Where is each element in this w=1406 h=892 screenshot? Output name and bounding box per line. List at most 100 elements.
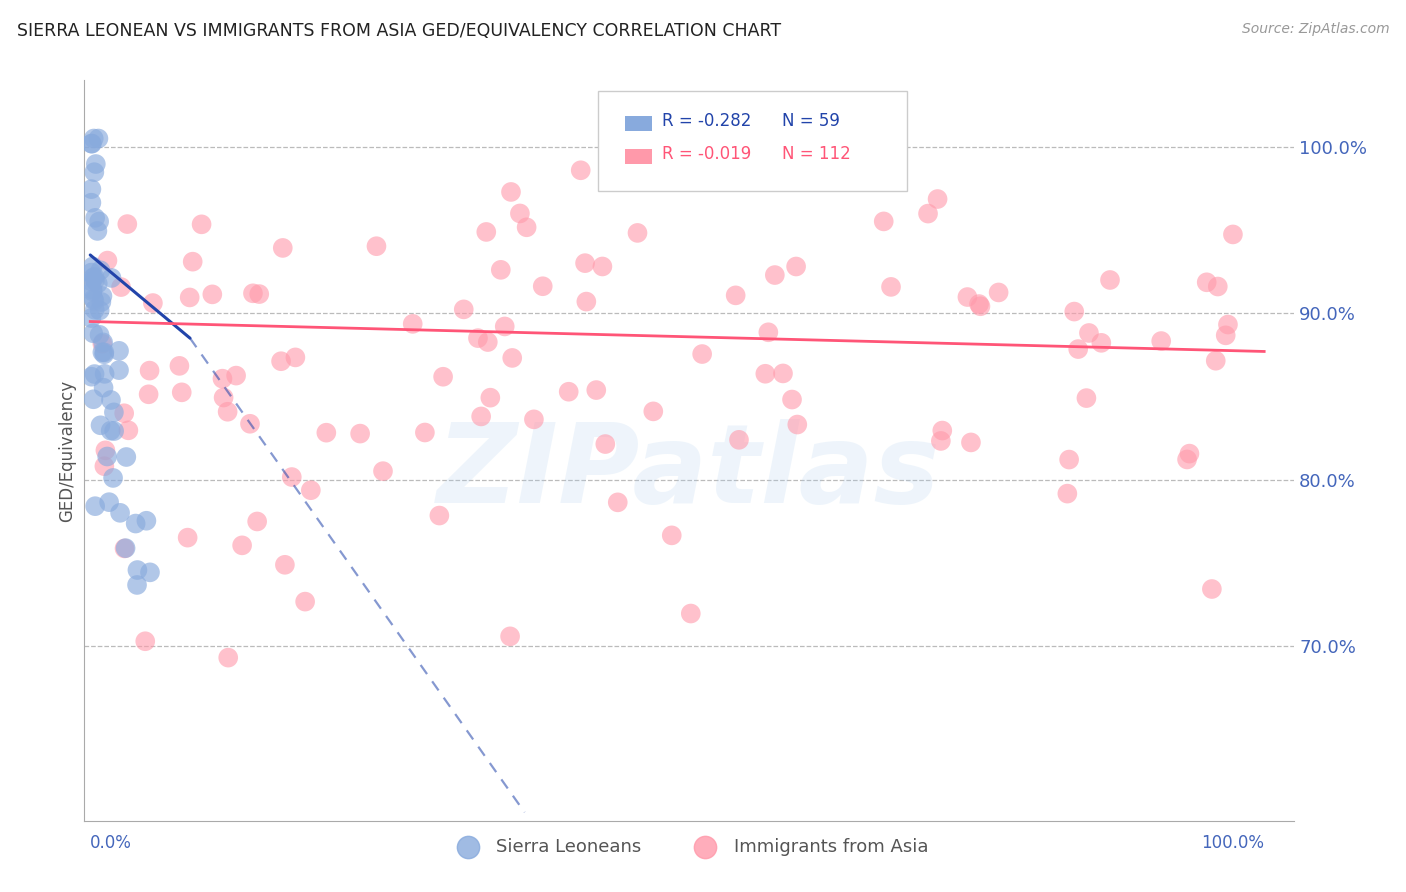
Point: [501, 351, 523, 365]
Point: [591, 260, 613, 274]
Point: [1067, 342, 1090, 356]
Point: [1090, 335, 1112, 350]
Point: [516, 220, 538, 235]
Point: [917, 206, 939, 220]
Point: [80, 195, 103, 210]
Point: [1098, 273, 1121, 287]
Point: [83, 131, 105, 145]
Point: [108, 343, 131, 358]
Point: [139, 566, 162, 580]
Point: [987, 285, 1010, 300]
Point: [1205, 353, 1227, 368]
Point: [80, 275, 103, 289]
Point: [91, 289, 114, 303]
Point: [470, 409, 492, 424]
Point: [763, 268, 786, 282]
Point: [169, 359, 191, 373]
Point: [927, 192, 949, 206]
Point: [606, 495, 628, 509]
Point: [94, 443, 117, 458]
Point: [284, 351, 307, 365]
Point: [114, 541, 136, 556]
Point: [93, 347, 115, 361]
Point: [1076, 391, 1098, 405]
Point: [89, 418, 111, 433]
Point: [80, 136, 103, 151]
Point: [225, 368, 247, 383]
Point: [967, 297, 990, 311]
Point: [91, 345, 114, 359]
Point: [125, 578, 148, 592]
Point: [754, 367, 776, 381]
Point: [89, 327, 111, 342]
Point: [969, 299, 991, 313]
Point: [271, 241, 294, 255]
FancyBboxPatch shape: [599, 91, 907, 191]
Point: [82, 392, 104, 407]
Point: [509, 206, 531, 220]
Point: [82, 326, 104, 341]
Point: [82, 283, 104, 297]
Point: [1175, 452, 1198, 467]
Point: [1078, 326, 1101, 340]
Point: [217, 650, 239, 665]
Point: [477, 334, 499, 349]
Point: [83, 302, 105, 317]
Point: [413, 425, 436, 440]
Point: [80, 266, 103, 280]
Point: [299, 483, 322, 498]
Point: [86, 224, 108, 238]
Point: [960, 435, 983, 450]
Point: [453, 302, 475, 317]
Point: [82, 285, 104, 299]
Point: [427, 508, 450, 523]
Point: [931, 424, 953, 438]
Point: [479, 391, 502, 405]
Point: [83, 270, 105, 285]
Legend: Sierra Leoneans, Immigrants from Asia: Sierra Leoneans, Immigrants from Asia: [443, 831, 935, 863]
Point: [274, 558, 297, 572]
Point: [138, 387, 160, 401]
Point: [569, 163, 592, 178]
Point: [83, 367, 105, 381]
Point: [780, 392, 803, 407]
Point: [89, 214, 111, 228]
Point: [112, 406, 135, 420]
Point: [83, 165, 105, 179]
Point: [880, 280, 903, 294]
Point: [114, 541, 136, 556]
Point: [82, 270, 104, 285]
Point: [100, 271, 122, 285]
Point: [117, 423, 139, 437]
Point: [349, 426, 371, 441]
Point: [489, 263, 512, 277]
Text: N = 59: N = 59: [782, 112, 839, 130]
Point: [499, 629, 522, 643]
Point: [96, 253, 118, 268]
Point: [432, 369, 454, 384]
Text: SIERRA LEONEAN VS IMMIGRANTS FROM ASIA GED/EQUIVALENCY CORRELATION CHART: SIERRA LEONEAN VS IMMIGRANTS FROM ASIA G…: [17, 22, 780, 40]
Point: [127, 563, 149, 577]
Point: [1215, 328, 1237, 343]
Point: [84, 211, 107, 225]
Point: [90, 295, 112, 310]
Point: [531, 279, 554, 293]
FancyBboxPatch shape: [624, 116, 652, 131]
Point: [557, 384, 579, 399]
Point: [217, 405, 239, 419]
Point: [1150, 334, 1173, 348]
Text: R = -0.282: R = -0.282: [662, 112, 751, 130]
Point: [294, 594, 316, 608]
Point: [371, 464, 394, 478]
Point: [115, 450, 138, 464]
Point: [728, 433, 751, 447]
Point: [190, 217, 212, 231]
Point: [494, 319, 516, 334]
Point: [785, 260, 807, 274]
Point: [91, 335, 114, 350]
Point: [135, 514, 157, 528]
Point: [756, 326, 779, 340]
Point: [124, 516, 146, 531]
Point: [873, 214, 896, 228]
Point: [93, 459, 115, 474]
